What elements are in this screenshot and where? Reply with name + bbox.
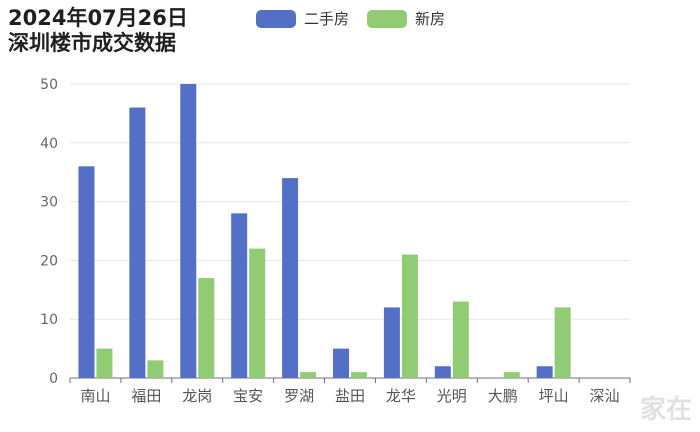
x-tick-label: 坪山 bbox=[539, 387, 569, 405]
bar-new-house bbox=[249, 248, 266, 378]
legend-label-second-hand: 二手房 bbox=[304, 10, 350, 28]
x-tick-label: 盐田 bbox=[335, 387, 365, 405]
x-tick-label: 大鹏 bbox=[488, 387, 518, 405]
bar-second-hand bbox=[180, 84, 197, 378]
bar-second-hand bbox=[434, 366, 451, 378]
y-tick-label: 10 bbox=[40, 312, 58, 328]
bar-second-hand bbox=[78, 166, 95, 378]
x-tick-label: 宝安 bbox=[233, 387, 263, 405]
y-tick-label: 30 bbox=[40, 195, 58, 211]
legend-item-new-house[interactable]: 新房 bbox=[367, 8, 445, 29]
legend-item-second-hand[interactable]: 二手房 bbox=[256, 8, 349, 29]
x-tick-label: 龙岗 bbox=[182, 387, 212, 405]
legend-swatch-second-hand bbox=[256, 9, 296, 28]
bar-new-house bbox=[198, 278, 215, 378]
bar-new-house bbox=[503, 372, 520, 378]
x-tick-label: 光明 bbox=[437, 387, 467, 405]
x-tick-label: 福田 bbox=[131, 387, 161, 405]
bar-new-house bbox=[554, 307, 571, 378]
bar-new-house bbox=[351, 372, 367, 378]
bar-second-hand bbox=[333, 348, 349, 378]
bar-new-house bbox=[452, 301, 469, 378]
bar-second-hand bbox=[282, 178, 299, 378]
legend-swatch-new-house bbox=[367, 9, 408, 28]
bar-second-hand bbox=[536, 366, 553, 378]
legend-label-new-house: 新房 bbox=[415, 10, 446, 28]
y-tick-label: 0 bbox=[49, 371, 58, 387]
legend: 二手房 新房 bbox=[256, 8, 463, 29]
x-tick-label: 罗湖 bbox=[284, 387, 314, 405]
watermark: 家在 bbox=[639, 395, 692, 425]
y-tick-label: 20 bbox=[40, 253, 58, 269]
chart-title: 2024年07月26日 深圳楼市成交数据 bbox=[8, 6, 188, 56]
bar-second-hand bbox=[129, 107, 146, 379]
bar-new-house bbox=[401, 254, 418, 378]
title-line-2: 深圳楼市成交数据 bbox=[8, 31, 176, 55]
y-tick-label: 50 bbox=[40, 77, 58, 93]
bar-new-house bbox=[300, 372, 317, 378]
y-tick-label: 40 bbox=[40, 136, 58, 152]
bar-new-house bbox=[96, 348, 113, 378]
bar-second-hand bbox=[231, 213, 248, 378]
x-tick-label: 南山 bbox=[80, 387, 110, 405]
x-tick-label: 龙华 bbox=[386, 387, 416, 405]
x-tick-label: 深汕 bbox=[590, 387, 620, 405]
title-line-1: 2024年07月26日 bbox=[8, 6, 188, 30]
bar-new-house bbox=[147, 360, 164, 378]
bar-second-hand bbox=[383, 307, 400, 378]
